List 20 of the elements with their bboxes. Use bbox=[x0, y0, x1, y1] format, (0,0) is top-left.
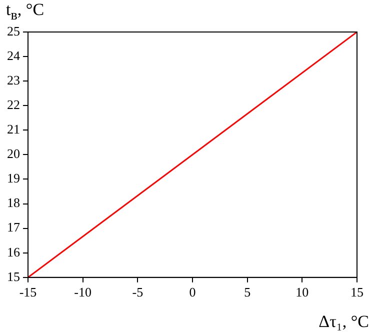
y-tick-label: 19 bbox=[7, 170, 20, 186]
x-axis-title: Δτ₁, °C bbox=[318, 312, 369, 332]
y-tick-label: 18 bbox=[7, 195, 20, 210]
y-tick-label: 23 bbox=[7, 72, 20, 88]
x-tick-label: -5 bbox=[132, 284, 144, 300]
y-tick-label: 24 bbox=[7, 48, 20, 63]
x-tick-label: -10 bbox=[74, 284, 92, 300]
x-tick-label: 10 bbox=[296, 284, 309, 300]
y-tick-label: 22 bbox=[7, 97, 20, 112]
x-tick-label: 0 bbox=[189, 284, 196, 300]
x-tick-label: 15 bbox=[350, 284, 364, 300]
y-tick-label: 20 bbox=[7, 146, 20, 162]
y-tick-label: 15 bbox=[7, 268, 20, 284]
y-tick-label: 17 bbox=[7, 220, 20, 235]
y-tick-label: 21 bbox=[7, 122, 20, 137]
y-tick-label: 25 bbox=[7, 23, 20, 38]
y-tick-label: 16 bbox=[7, 244, 20, 260]
y-axis-title: t$_{в}$, °C bbox=[6, 0, 44, 24]
x-tick-label: -15 bbox=[19, 284, 37, 300]
x-tick-label: 5 bbox=[244, 284, 251, 300]
